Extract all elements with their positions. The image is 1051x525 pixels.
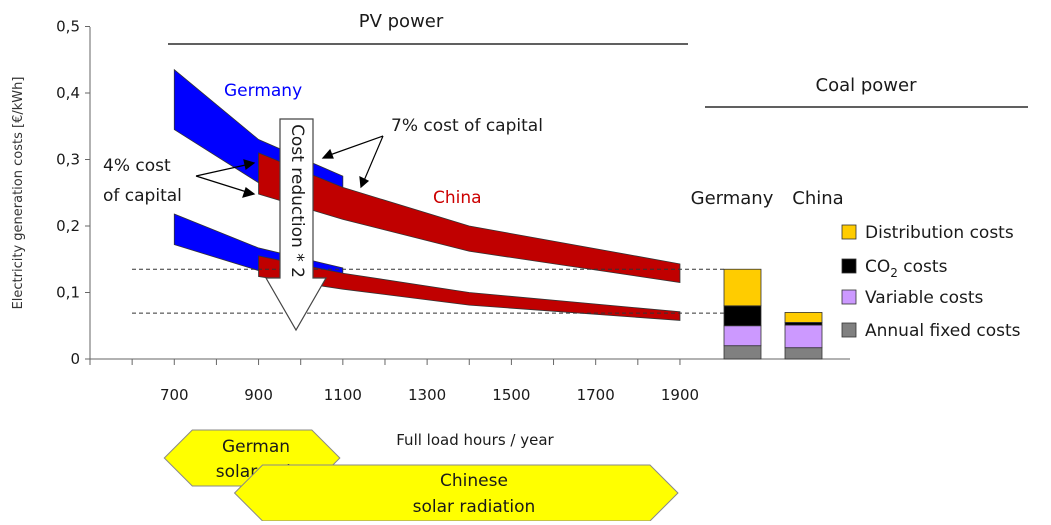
x-tick-label: 1500 — [492, 386, 530, 404]
label-china: China — [433, 188, 482, 208]
y-tick-label: 0,4 — [56, 84, 80, 102]
cost-reduction-label: Cost reduction * 2 — [287, 124, 307, 278]
legend-swatch-fixed — [841, 322, 857, 338]
x-tick-label: 1900 — [661, 386, 699, 404]
label-capital-4-line1: 4% cost — [103, 156, 171, 176]
legend: Distribution costs CO2 costs Variable cost… — [841, 223, 1021, 341]
x-tick-label: 1100 — [324, 386, 362, 404]
coal-title: Coal power — [816, 75, 918, 96]
reference-lines — [132, 268, 724, 314]
pv-title: PV power — [359, 11, 444, 32]
x-tick-label: 900 — [244, 386, 273, 404]
chinese-radiation-line1: Chinese — [440, 471, 508, 491]
y-ticks: 0 0,1 0,2 0,3 0,4 0,5 — [56, 18, 90, 368]
legend-swatch-distribution — [841, 224, 857, 240]
coal-bar-germany-1 — [723, 325, 762, 347]
y-tick-label: 0,5 — [56, 18, 80, 36]
coal-bar-china-3 — [784, 312, 823, 323]
x-axis-title: Full load hours / year — [396, 431, 554, 449]
coal-bar-germany-3 — [723, 268, 762, 307]
legend-label-distribution: Distribution costs — [865, 223, 1014, 243]
y-axis-title: Electricity generation costs [€/kWh] — [11, 77, 26, 310]
legend-label-fixed: Annual fixed costs — [865, 321, 1021, 341]
coal-bar-china-0 — [784, 347, 823, 360]
coal-bar-china-1 — [784, 324, 823, 349]
legend-label-variable: Variable costs — [865, 288, 984, 308]
y-tick-label: 0,2 — [56, 217, 80, 235]
x-tick-label: 1300 — [408, 386, 446, 404]
legend-swatch-variable — [841, 289, 857, 305]
annotation-arrows — [195, 135, 384, 198]
y-tick-label: 0,1 — [56, 284, 80, 302]
german-radiation-line1: German — [222, 437, 290, 457]
coal-bars — [723, 268, 823, 360]
coal-label-china: China — [792, 188, 843, 209]
coal-bar-germany-0 — [723, 345, 762, 360]
chinese-radiation-line2: solar radiation — [413, 497, 536, 517]
y-tick-label: 0 — [70, 350, 80, 368]
label-capital-4-line2: of capital — [103, 186, 182, 206]
coal-label-germany: Germany — [691, 188, 774, 209]
coal-bar-germany-2 — [723, 305, 762, 327]
label-capital-7: 7% cost of capital — [391, 116, 543, 136]
cost-reduction-arrow: Cost reduction * 2 — [264, 118, 328, 332]
label-germany: Germany — [224, 81, 302, 101]
y-tick-label: 0,3 — [56, 151, 80, 169]
x-tick-label: 700 — [160, 386, 189, 404]
x-ticks: 700 900 1100 1300 1500 1700 1900 — [89, 359, 699, 404]
legend-swatch-co2 — [841, 258, 857, 274]
x-tick-label: 1700 — [577, 386, 615, 404]
legend-label-co2: CO2 costs — [865, 257, 948, 280]
chinese-radiation-shape: Chinese solar radiation — [233, 464, 679, 522]
